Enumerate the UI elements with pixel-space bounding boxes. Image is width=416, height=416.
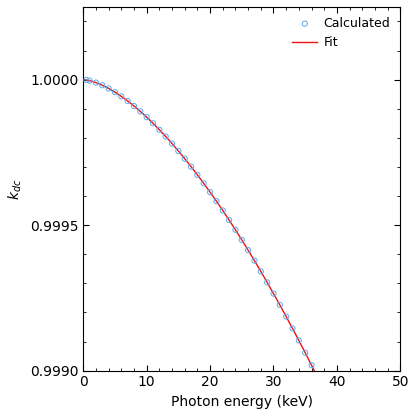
Line: Fit: Fit <box>83 80 400 416</box>
Calculated <box>308 362 315 369</box>
Calculated <box>327 401 334 407</box>
Calculated <box>258 268 264 275</box>
Calculated <box>131 103 137 109</box>
Fit <box>137 108 142 113</box>
Calculated <box>219 207 226 214</box>
Fit <box>319 384 324 389</box>
Legend: Calculated, Fit: Calculated, Fit <box>289 13 394 53</box>
Calculated <box>194 171 201 178</box>
Calculated <box>105 85 112 92</box>
Calculated <box>302 349 309 356</box>
Calculated <box>283 313 290 320</box>
Calculated <box>175 148 182 154</box>
Calculated <box>137 108 144 115</box>
Calculated <box>111 89 118 96</box>
Calculated <box>181 155 188 162</box>
Calculated <box>232 226 239 233</box>
Calculated <box>245 247 251 253</box>
Calculated <box>150 120 156 126</box>
Calculated <box>238 237 245 243</box>
Calculated <box>201 180 207 187</box>
Calculated <box>295 337 302 344</box>
Calculated <box>156 126 163 133</box>
Calculated <box>321 387 327 394</box>
Calculated <box>188 163 194 170</box>
X-axis label: Photon energy (keV): Photon energy (keV) <box>171 395 313 409</box>
Calculated <box>93 79 99 86</box>
Calculated <box>124 98 131 104</box>
Calculated <box>289 325 296 332</box>
Fit <box>292 331 297 336</box>
Calculated <box>314 374 321 381</box>
Calculated <box>86 77 93 84</box>
Calculated <box>264 279 270 286</box>
Calculated <box>144 114 150 121</box>
Calculated <box>270 290 277 297</box>
Calculated <box>99 82 106 89</box>
Calculated <box>251 258 258 264</box>
Fit <box>81 77 86 82</box>
Calculated <box>213 198 220 205</box>
Fit <box>162 133 167 138</box>
Fit <box>267 285 272 290</box>
Fit <box>224 214 229 219</box>
Calculated <box>277 302 283 308</box>
Calculated <box>83 77 90 83</box>
Calculated <box>226 217 233 223</box>
Calculated <box>169 140 176 147</box>
Calculated <box>118 93 125 100</box>
Calculated <box>162 133 169 140</box>
Calculated <box>334 414 340 416</box>
Y-axis label: $k_{dc}$: $k_{dc}$ <box>7 178 25 200</box>
Calculated <box>207 189 213 196</box>
